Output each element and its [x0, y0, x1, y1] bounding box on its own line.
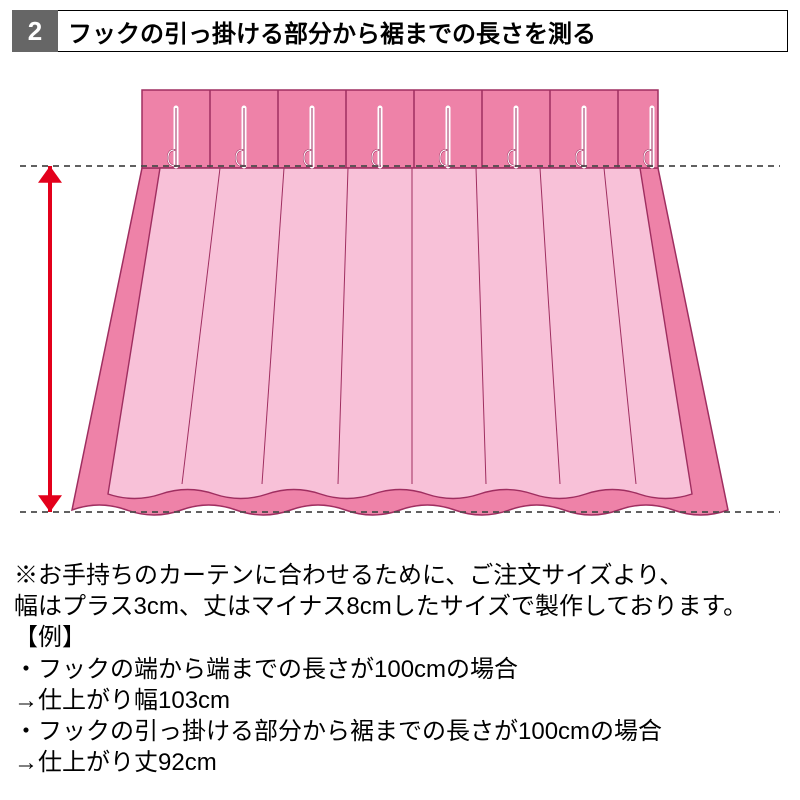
note-line: →仕上がり丈92cm [14, 747, 786, 778]
note-line: ・フックの端から端までの長さが100cmの場合 [14, 654, 786, 685]
note-line: 【例】 [14, 622, 786, 653]
curtain-front-panel [108, 168, 692, 499]
curtain-diagram [12, 70, 788, 560]
note-line: ※お手持ちのカーテンに合わせるために、ご注文サイズより、 [14, 560, 786, 591]
note-line: →仕上がり幅103cm [14, 685, 786, 716]
notes-block: ※お手持ちのカーテンに合わせるために、ご注文サイズより、幅はプラス3cm、丈はマ… [12, 560, 788, 778]
note-line: ・フックの引っ掛ける部分から裾までの長さが100cmの場合 [14, 716, 786, 747]
curtain-header-band [142, 90, 658, 168]
step-number-badge: 2 [12, 10, 58, 52]
step-header: 2 フックの引っ掛ける部分から裾までの長さを測る [12, 10, 788, 52]
measure-arrow-head-bottom [38, 495, 62, 512]
measure-arrow-head-top [38, 166, 62, 183]
step-title: フックの引っ掛ける部分から裾までの長さを測る [58, 10, 788, 52]
note-line: 幅はプラス3cm、丈はマイナス8cmしたサイズで製作しております。 [14, 591, 786, 622]
curtain-svg [12, 70, 788, 560]
